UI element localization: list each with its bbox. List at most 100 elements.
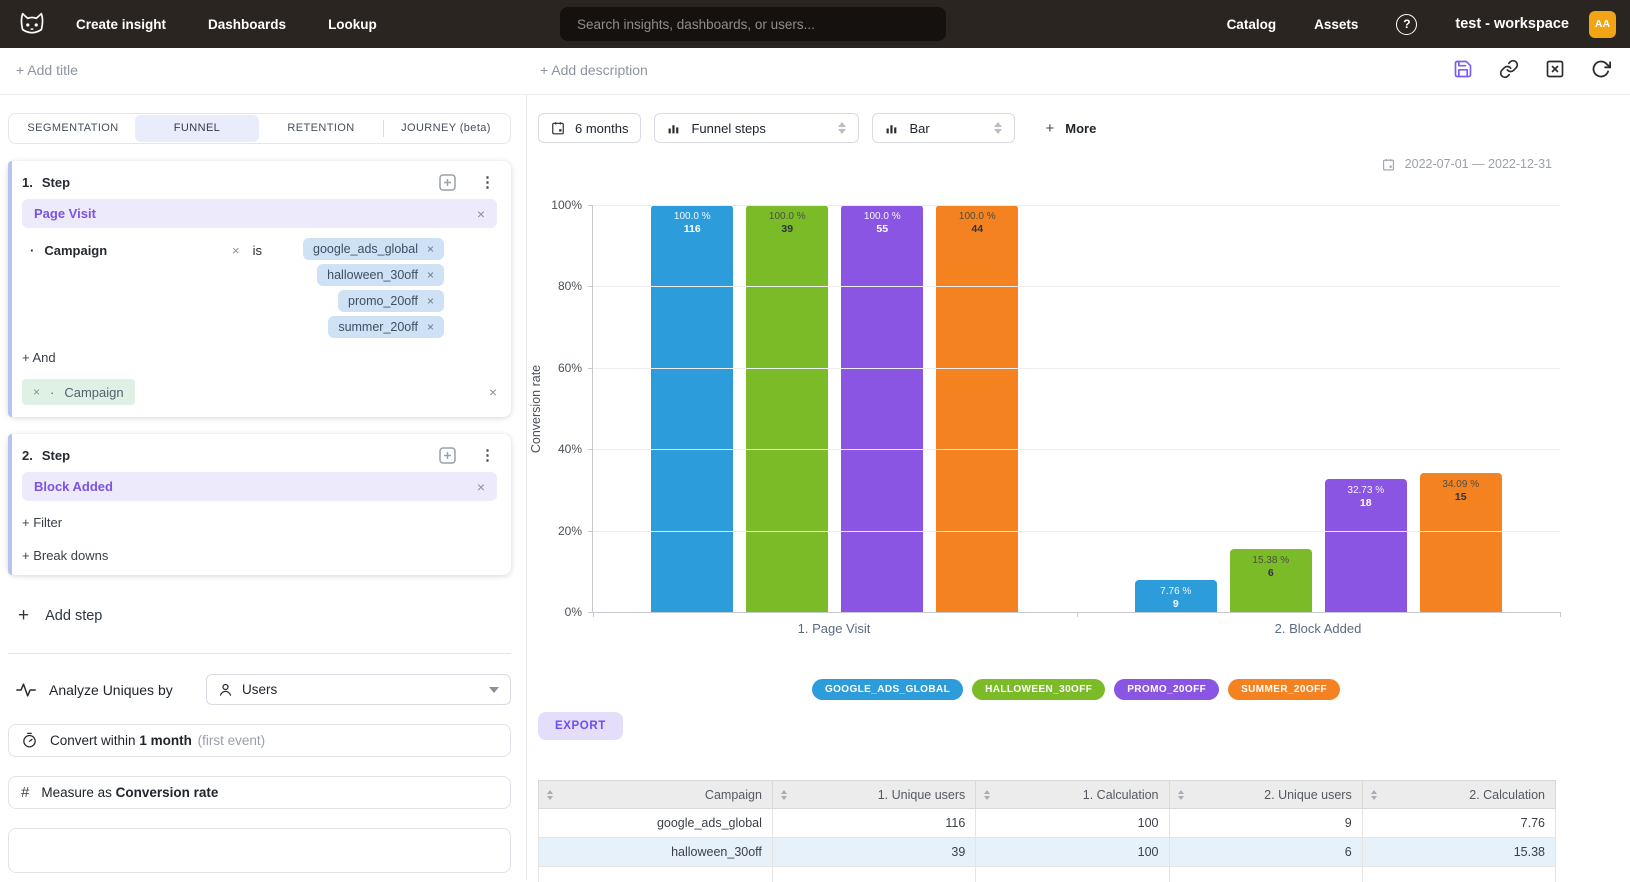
- filter-value-chip-halloween-30off[interactable]: halloween_30off ×: [317, 264, 444, 286]
- tab-journey-beta[interactable]: JOURNEY (beta): [401, 122, 491, 134]
- sort-icon[interactable]: [780, 789, 787, 800]
- add-step-button[interactable]: + Add step: [8, 605, 511, 627]
- filter-operator[interactable]: is: [252, 242, 262, 258]
- column-header-1-calculation[interactable]: 1. Calculation: [975, 780, 1170, 809]
- plus-icon: +: [18, 605, 30, 626]
- measure-as-row[interactable]: # Measure as Conversion rate: [8, 776, 511, 809]
- table-row[interactable]: google_ads_global 116 100 9 7.76: [538, 808, 1557, 838]
- sort-down-arrow: [984, 795, 991, 800]
- tab-segmentation[interactable]: SEGMENTATION: [27, 122, 119, 134]
- add-and-condition-button[interactable]: + And: [22, 350, 56, 365]
- table-row[interactable]: halloween_30off 39 100 6 15.38: [538, 837, 1557, 867]
- bar-count: 116: [683, 223, 701, 235]
- add-filter-button[interactable]: + Filter: [22, 515, 63, 530]
- filter-value-chip-google-ads-global[interactable]: google_ads_global ×: [303, 238, 444, 260]
- display-mode-select[interactable]: Funnel steps: [654, 113, 860, 143]
- remove-chip-icon[interactable]: ×: [426, 294, 434, 308]
- column-header-label: 2. Unique users: [1264, 787, 1352, 802]
- export-button[interactable]: EXPORT: [538, 712, 623, 740]
- legend-chip-summer-20off[interactable]: SUMMER_20OFF: [1228, 679, 1341, 700]
- table-cell: 9: [1168, 808, 1363, 838]
- refresh-icon[interactable]: [1590, 58, 1612, 80]
- bar-summer-20off-1-page-visit[interactable]: 100.0 % 44: [936, 205, 1019, 612]
- remove-chip-icon[interactable]: ×: [426, 320, 434, 334]
- add-event-icon[interactable]: [439, 447, 456, 464]
- sort-icon[interactable]: [1177, 789, 1184, 800]
- extra-filter-chip[interactable]: × · Campaign: [22, 379, 135, 405]
- add-breakdown-button[interactable]: + Break downs: [22, 548, 109, 563]
- sort-up-arrow: [984, 789, 991, 794]
- analyze-entity-select[interactable]: Users: [206, 674, 511, 705]
- bar-halloween-30off-2-block-added[interactable]: 15.38 % 6: [1229, 549, 1312, 612]
- sort-down-arrow: [1177, 795, 1184, 800]
- legend-chip-google-ads-global[interactable]: GOOGLE_ADS_GLOBAL: [811, 679, 964, 700]
- primary-nav: Create insight Dashboards Lookup: [76, 17, 377, 32]
- bar-google-ads-global-1-page-visit[interactable]: 100.0 % 116: [651, 205, 734, 612]
- table-cell: [1168, 866, 1363, 882]
- nav-link-catalog[interactable]: Catalog: [1226, 16, 1277, 32]
- save-icon[interactable]: [1452, 58, 1474, 80]
- bar-summer-20off-2-block-added[interactable]: 34.09 % 15: [1419, 473, 1502, 612]
- legend-chip-halloween-30off[interactable]: HALLOWEEN_30OFF: [972, 679, 1106, 700]
- add-event-icon[interactable]: [439, 174, 456, 191]
- calendar-icon: [552, 122, 564, 135]
- avatar[interactable]: AA: [1589, 10, 1616, 38]
- column-header-label: 1. Unique users: [877, 787, 966, 802]
- table-cell: 39: [771, 837, 977, 867]
- step-2-event-row[interactable]: Block Added ×: [22, 472, 497, 501]
- remove-event-icon[interactable]: ×: [476, 205, 485, 222]
- bar-promo-20off-1-page-visit[interactable]: 100.0 % 55: [841, 205, 924, 612]
- step-1-event-row[interactable]: Page Visit ×: [22, 199, 497, 228]
- tab-retention[interactable]: RETENTION: [287, 122, 355, 134]
- filter-property[interactable]: Campaign: [44, 242, 108, 258]
- remove-event-icon[interactable]: ×: [476, 478, 485, 495]
- y-tick-label: 0%: [564, 605, 582, 619]
- remove-extra-filter-icon[interactable]: ×: [488, 384, 497, 400]
- bar-count: 18: [1359, 496, 1372, 509]
- legend-chip-promo-20off[interactable]: PROMO_20OFF: [1114, 679, 1220, 700]
- nav-link-dashboards[interactable]: Dashboards: [208, 16, 287, 32]
- table-cell: 15.38: [1361, 837, 1557, 867]
- bar-google-ads-global-2-block-added[interactable]: 7.76 % 9: [1134, 580, 1217, 612]
- tab-funnel[interactable]: FUNNEL: [135, 115, 259, 142]
- sort-icon[interactable]: [547, 789, 553, 800]
- remove-chip-icon[interactable]: ×: [426, 242, 434, 256]
- sort-icon[interactable]: [1370, 789, 1377, 800]
- date-range-label: 6 months: [575, 120, 629, 136]
- remove-filter-icon[interactable]: ×: [232, 242, 240, 258]
- add-title-button[interactable]: + Add title: [16, 62, 78, 78]
- chart-type-select[interactable]: Bar: [872, 113, 1016, 143]
- bar-percent: 15.38 %: [1252, 555, 1290, 567]
- x-axis-label-1-page-visit: 1. Page Visit: [797, 621, 871, 636]
- sort-icon[interactable]: [984, 789, 991, 800]
- search-input[interactable]: [575, 15, 931, 33]
- remove-chip-icon[interactable]: ×: [426, 268, 434, 282]
- help-icon[interactable]: ?: [1396, 13, 1418, 35]
- column-header-1-unique-users[interactable]: 1. Unique users: [771, 780, 977, 809]
- chip-label: halloween_30off: [327, 268, 418, 282]
- step-menu-icon[interactable]: ⋮: [480, 174, 495, 191]
- more-options-button[interactable]: + More: [1045, 120, 1096, 137]
- convert-within-row[interactable]: Convert within 1 month (first event): [8, 724, 511, 757]
- gridline: [593, 205, 1560, 206]
- nav-link-assets[interactable]: Assets: [1314, 16, 1359, 32]
- bar-halloween-30off-1-page-visit[interactable]: 100.0 % 39: [746, 205, 829, 612]
- column-header-campaign[interactable]: Campaign: [538, 780, 773, 809]
- add-description-button[interactable]: + Add description: [540, 62, 648, 78]
- column-header-2-unique-users[interactable]: 2. Unique users: [1168, 780, 1363, 809]
- link-icon[interactable]: [1498, 58, 1520, 80]
- app-logo-icon[interactable]: [14, 6, 50, 42]
- x-axis-label-2-block-added: 2. Block Added: [1274, 621, 1362, 636]
- filter-value-chip-promo-20off[interactable]: promo_20off ×: [338, 290, 444, 312]
- table-cell: [1361, 866, 1557, 882]
- remove-chip-icon[interactable]: ×: [33, 385, 41, 399]
- column-header-2-calculation[interactable]: 2. Calculation: [1361, 780, 1557, 809]
- nav-link-create-insight[interactable]: Create insight: [76, 16, 167, 32]
- step-menu-icon[interactable]: ⋮: [480, 447, 495, 464]
- bar-promo-20off-2-block-added[interactable]: 32.73 % 18: [1324, 478, 1407, 612]
- nav-link-lookup[interactable]: Lookup: [328, 16, 377, 32]
- date-range-button[interactable]: 6 months: [538, 113, 642, 143]
- filter-value-chip-summer-20off[interactable]: summer_20off ×: [328, 316, 444, 338]
- close-square-icon[interactable]: [1544, 58, 1566, 80]
- workspace-name[interactable]: test - workspace: [1455, 16, 1569, 32]
